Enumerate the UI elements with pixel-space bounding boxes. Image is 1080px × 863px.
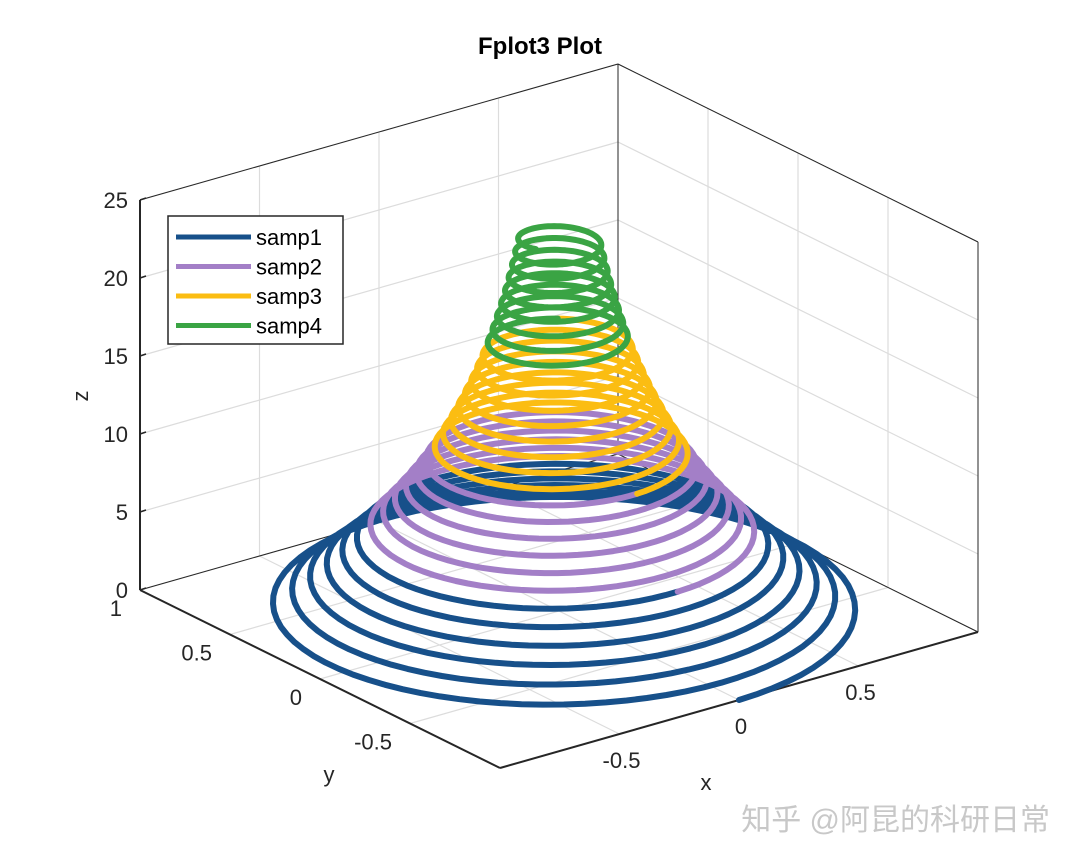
x-axis-label: x xyxy=(701,770,712,795)
z-tick-mark xyxy=(139,275,147,279)
z-tick-mark xyxy=(139,509,147,513)
legend-label-samp4: samp4 xyxy=(256,314,322,339)
watermark: 知乎 @阿昆的科研日常 xyxy=(741,804,1050,837)
y-tick-label: 0.5 xyxy=(181,641,212,666)
x-tick-label: 0.5 xyxy=(845,680,876,705)
y-tick-label: 0 xyxy=(290,685,302,710)
y-axis-label: y xyxy=(324,762,335,787)
box-edge xyxy=(617,63,979,243)
legend-label-samp1: samp1 xyxy=(256,225,322,250)
chart-title: Fplot3 Plot xyxy=(478,33,602,60)
z-tick-label: 10 xyxy=(104,422,128,447)
series-lines xyxy=(270,223,859,708)
legend-label-samp2: samp2 xyxy=(256,255,322,280)
series-line-samp4 xyxy=(484,223,631,369)
z-axis-label: z xyxy=(68,391,93,402)
z-tick-mark xyxy=(139,431,147,435)
z-tick-mark xyxy=(139,197,147,201)
z-tick-label: 25 xyxy=(104,188,128,213)
z-tick-mark xyxy=(139,353,147,357)
z-tick-label: 15 xyxy=(104,344,128,369)
y-tick-label: 1 xyxy=(110,596,122,621)
tick-labels: 0 5 10 15 20 25 1 0.5 0 -0.5 -0.5 0 0.5 xyxy=(104,188,876,773)
series-line-samp3 xyxy=(431,315,691,497)
y-axis-line xyxy=(139,589,501,769)
x-tick-label: 0 xyxy=(735,714,747,739)
z-tick-label: 5 xyxy=(116,500,128,525)
x-tick-label: -0.5 xyxy=(603,748,641,773)
z-tick-label: 0 xyxy=(116,578,128,603)
legend-label-samp3: samp3 xyxy=(256,284,322,309)
z-tick-label: 20 xyxy=(104,266,128,291)
y-tick-label: -0.5 xyxy=(354,730,392,755)
series-line-samp2 xyxy=(367,409,758,595)
z-tick-mark xyxy=(139,587,147,591)
series-line-samp1 xyxy=(270,460,859,708)
box-edge xyxy=(139,63,619,201)
legend: samp1 samp2 samp3 samp4 xyxy=(167,215,344,345)
